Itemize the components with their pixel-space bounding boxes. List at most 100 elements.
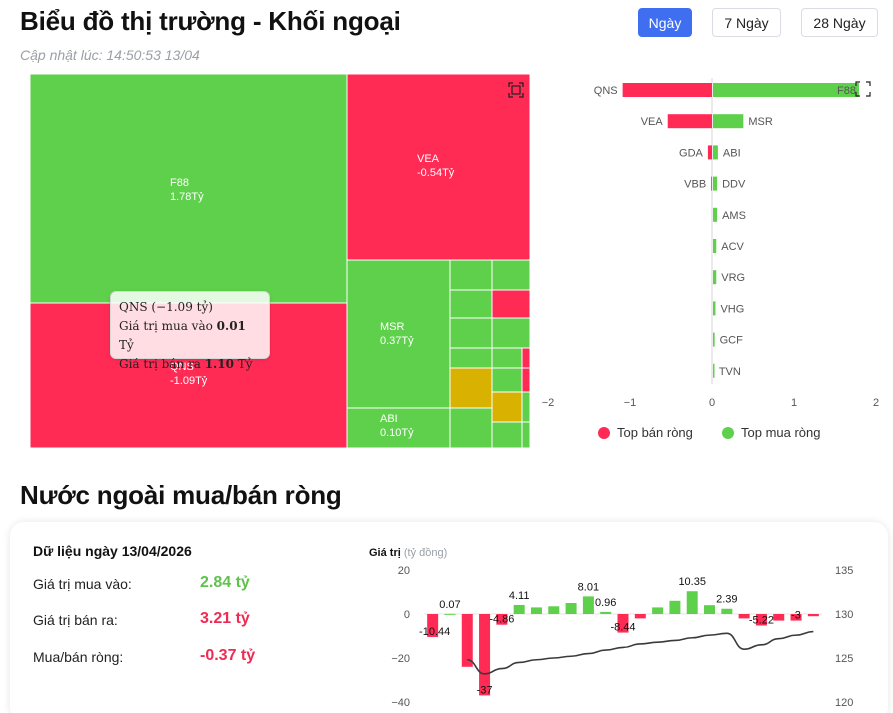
bar-chart-axis: −2 −1 0 1 2 [542,397,879,409]
combo-bar [634,614,646,619]
treemap-cell-name: VEA [417,153,440,165]
y-axis-title: Giá trị (tỷ đồng) [369,547,447,559]
treemap-cell-value: 0.37Tỷ [380,335,414,347]
buy-bar-f88 [713,83,859,97]
buy-bar-ams [713,207,718,222]
tab-day[interactable]: Ngày [638,8,692,37]
sell-bar-label: QNS [594,85,618,97]
combo-bar [755,614,767,626]
tab-7-days[interactable]: 7 Ngày [712,8,781,37]
treemap-cell-name: F88 [170,177,189,189]
combo-data-label: -3 [791,610,801,622]
tooltip-buy-unit: Tỷ [119,338,134,352]
combo-data-label: 0.07 [439,599,460,611]
treemap-cell-value: 0.10Tỷ [380,427,414,439]
tooltip-sell-unit: Tỷ [237,357,253,371]
treemap-cell-name: ABI [380,413,398,425]
buy-bar-vhg [713,301,716,316]
combo-bar [548,606,560,614]
tab-28-days[interactable]: 28 Ngày [801,8,878,37]
buy-bar-gcf [713,332,715,347]
price-line [467,630,814,675]
sell-bar-gda [707,145,712,160]
combo-data-label: -5.22 [749,614,774,626]
x-tick-label: −1 [624,397,637,409]
y-tick-label: −40 [391,697,410,709]
buy-bar-label: MSR [748,116,773,128]
sell-bar-qns [622,83,712,97]
buy-bar-label: ACV [721,241,744,253]
buy-bar-abi [713,145,718,160]
update-timestamp: Cập nhật lúc: 14:50:53 13/04 [20,47,200,63]
treemap-cell-name: MSR [380,321,405,333]
expand-icon[interactable] [508,82,524,98]
combo-data-label: 2.39 [716,594,737,606]
combo-bar [773,614,785,621]
treemap-cell-small [449,367,493,409]
combo-bar [582,596,594,614]
treemap-cell-small [521,391,530,423]
sell-bar-label: VBB [684,179,706,191]
buy-bar-label: AMS [722,210,746,222]
sell-bar-label: VEA [641,116,664,128]
y2-tick-label: 125 [835,653,853,665]
legend-sell[interactable]: Top bán ròng [598,425,693,440]
treemap-cell-small [491,289,530,319]
buy-bar-label: ABI [723,147,741,159]
treemap-cell-value: -0.54Tỷ [417,167,455,179]
treemap-cell-small [491,391,523,423]
combo-bar [652,607,664,614]
net-flow-bar-chart: −2 −1 0 1 2 QNS F88 VEA MSR GDA ABI VBB DDV AMS ACV VRG… [542,78,879,409]
net-flow-combo-chart: Giá trị (tỷ đồng) 20 0 −20 −40 135 130 125 120 -1… [369,547,853,709]
sell-bar-label: GDA [679,147,704,159]
treemap-cell-small [521,367,530,393]
treemap-cell-small [491,347,523,369]
combo-data-label: 4.11 [509,590,530,602]
combo-bar [617,614,629,633]
combo-bar [513,604,525,614]
legend-buy-dot [722,426,734,439]
x-tick-label: −2 [542,397,555,409]
expand-icon[interactable] [855,81,871,97]
treemap-cell-small [521,347,530,369]
tooltip-title: QNS (−1.09 tỷ) [119,300,213,314]
buy-value: 2.84 tỷ [200,574,250,591]
combo-data-label: -10.44 [419,626,450,638]
combo-bar [721,608,733,614]
legend-buy[interactable]: Top mua ròng [722,425,821,440]
tooltip-buy-label: Giá trị mua vào [119,319,213,333]
treemap-cell-name: QNS [170,361,194,373]
tooltip-buy-row: Giá trị mua vào 0.01 Tỷ [119,317,261,355]
treemap-cell-msr [346,259,451,409]
combo-data-label: -8.44 [610,622,635,634]
treemap-cell-small [491,367,523,393]
treemap-cell-value: 1.78Tỷ [170,191,204,203]
buy-bar-tvn [713,363,715,378]
combo-bar [565,603,577,614]
buy-bar-acv [713,239,717,253]
legend-sell-label: Top bán ròng [617,425,693,440]
treemap-chart[interactable]: F88 1.78Tỷ QNS -1.09Tỷ VEA -0.54Tỷ MSR 0.37Tỷ AB… [30,74,530,448]
buy-bar-label: F88 [837,85,856,97]
treemap-cell-small [521,421,530,448]
treemap-cell-small [449,317,493,349]
combo-bar [479,614,491,696]
sell-bar-vea [667,114,712,129]
treemap-cell-abi [346,407,451,448]
combo-bar [496,614,508,625]
y2-tick-label: 135 [835,565,853,577]
combo-data-label: 0.96 [595,597,616,609]
buy-bar-label: DDV [722,179,746,191]
combo-data-label: 10.35 [678,576,706,588]
treemap-cell-small [449,259,493,291]
combo-bar [444,613,456,615]
buy-bar-label: TVN [719,366,741,378]
buy-bar-label: VHG [720,303,744,315]
treemap-cell-value: -1.09Tỷ [170,375,208,387]
combo-data-label: 8.01 [578,581,599,593]
treemap-cell-small [491,317,530,349]
section-title: Nước ngoài mua/bán ròng [20,480,342,510]
treemap-cell-small [491,259,530,291]
tooltip-sell-label: Giá trị bán ra [119,357,201,371]
combo-data-label: -4.86 [489,614,514,626]
